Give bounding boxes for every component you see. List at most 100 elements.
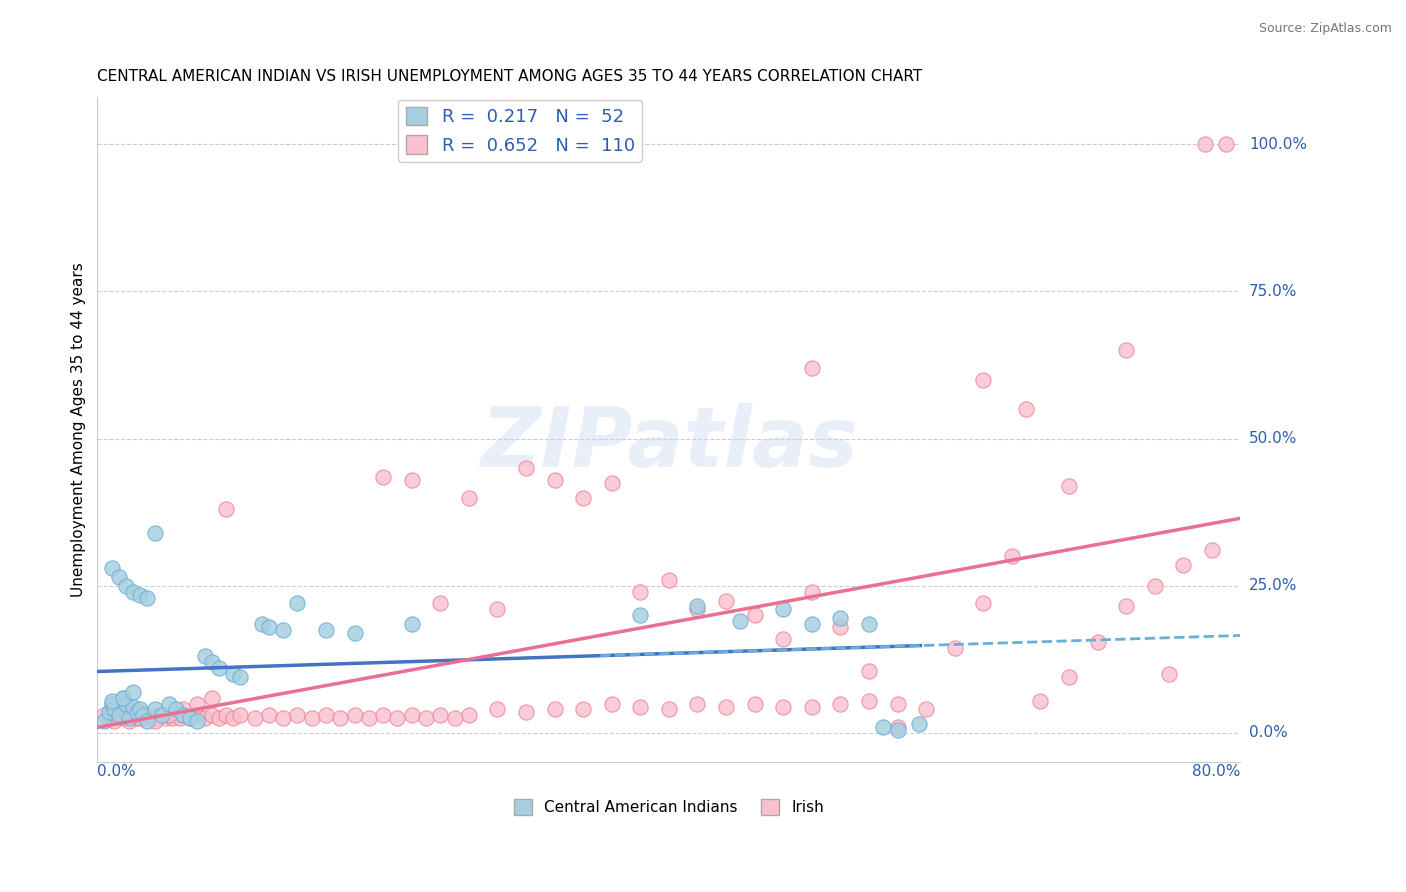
Point [329, 711, 352, 725]
Point [215, 502, 238, 516]
Point [115, 706, 138, 720]
Point [858, 664, 880, 678]
Point [972, 597, 994, 611]
Point [107, 708, 129, 723]
Point [772, 699, 794, 714]
Point [1194, 137, 1216, 152]
Point [129, 588, 152, 602]
Point [287, 708, 309, 723]
Point [872, 720, 894, 734]
Point [315, 708, 337, 723]
Point [1143, 579, 1166, 593]
Point [179, 711, 201, 725]
Point [143, 702, 166, 716]
Point [572, 491, 595, 505]
Point [1173, 558, 1195, 573]
Point [186, 708, 208, 723]
Point [112, 690, 135, 705]
Point [115, 697, 138, 711]
Point [136, 714, 159, 729]
Point [193, 711, 215, 725]
Point [201, 690, 224, 705]
Point [222, 667, 245, 681]
Point [772, 602, 794, 616]
Point [1015, 402, 1038, 417]
Point [1087, 634, 1109, 648]
Point [127, 711, 149, 725]
Point [107, 570, 129, 584]
Point [118, 714, 141, 729]
Point [208, 711, 231, 725]
Point [215, 708, 238, 723]
Point [193, 649, 215, 664]
Point [628, 584, 651, 599]
Point [401, 617, 423, 632]
Point [146, 711, 169, 725]
Point [229, 670, 252, 684]
Point [443, 711, 465, 725]
Point [1115, 599, 1137, 614]
Point [686, 602, 709, 616]
Point [401, 473, 423, 487]
Point [343, 626, 366, 640]
Point [515, 461, 537, 475]
Point [179, 711, 201, 725]
Text: 80.0%: 80.0% [1192, 764, 1240, 780]
Point [150, 708, 173, 723]
Point [686, 599, 709, 614]
Point [129, 702, 152, 716]
Point [371, 708, 394, 723]
Point [118, 711, 141, 725]
Point [122, 699, 145, 714]
Point [830, 611, 852, 625]
Point [93, 708, 115, 723]
Point [686, 697, 709, 711]
Point [830, 697, 852, 711]
Point [457, 708, 479, 723]
Text: 0.0%: 0.0% [97, 764, 136, 780]
Y-axis label: Unemployment Among Ages 35 to 44 years: Unemployment Among Ages 35 to 44 years [72, 262, 86, 597]
Point [1057, 479, 1080, 493]
Point [103, 702, 125, 716]
Point [201, 656, 224, 670]
Point [97, 711, 120, 725]
Point [429, 597, 451, 611]
Point [115, 579, 138, 593]
Point [107, 708, 129, 723]
Point [172, 708, 194, 723]
Point [97, 706, 120, 720]
Point [243, 711, 266, 725]
Point [287, 597, 309, 611]
Point [886, 720, 908, 734]
Text: Source: ZipAtlas.com: Source: ZipAtlas.com [1258, 22, 1392, 36]
Point [886, 723, 908, 737]
Point [800, 361, 823, 376]
Point [858, 617, 880, 632]
Point [93, 714, 115, 729]
Point [543, 473, 565, 487]
Point [744, 697, 766, 711]
Point [387, 711, 409, 725]
Point [122, 685, 145, 699]
Point [112, 690, 135, 705]
Point [800, 617, 823, 632]
Point [141, 711, 163, 725]
Point [1029, 693, 1052, 707]
Text: 75.0%: 75.0% [1249, 284, 1298, 299]
Point [486, 702, 509, 716]
Point [257, 708, 280, 723]
Point [115, 697, 138, 711]
Point [157, 708, 180, 723]
Point [628, 699, 651, 714]
Point [186, 714, 208, 729]
Text: 50.0%: 50.0% [1249, 431, 1298, 446]
Point [169, 711, 191, 725]
Point [165, 708, 187, 723]
Point [122, 708, 145, 723]
Point [132, 708, 155, 723]
Point [122, 584, 145, 599]
Point [429, 708, 451, 723]
Point [100, 697, 122, 711]
Point [886, 697, 908, 711]
Point [257, 620, 280, 634]
